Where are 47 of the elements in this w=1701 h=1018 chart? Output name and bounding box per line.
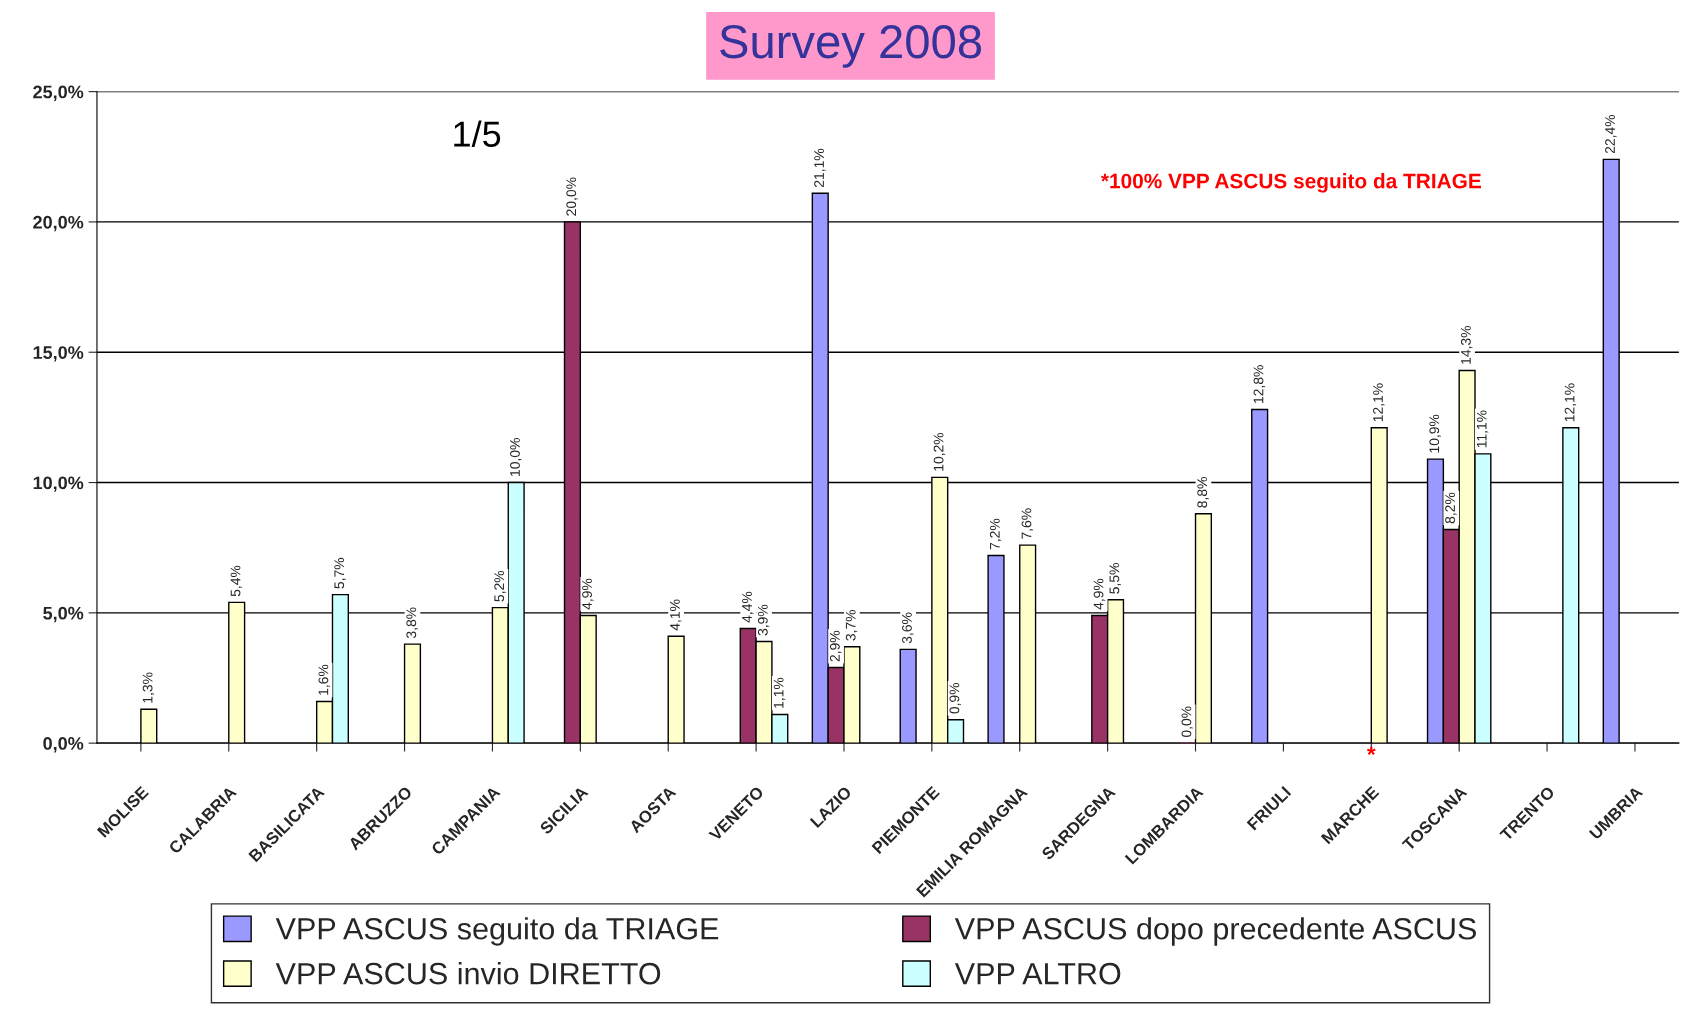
data-label: 7,6% (1021, 508, 1034, 539)
data-label: 1,6% (318, 664, 330, 695)
annotation: 1/5 (454, 120, 501, 147)
y-tick-label: 20,0% (33, 215, 84, 232)
data-label: 1,1% (773, 677, 786, 708)
data-label: 20,0% (566, 177, 578, 216)
y-tick-label: 5,0% (43, 606, 84, 623)
data-label: 14,3% (1460, 326, 1473, 364)
data-label: 5,5% (1109, 563, 1121, 594)
data-label: 22,4% (1605, 114, 1617, 154)
y-tick-label: 15,0% (33, 346, 84, 362)
data-label: 10,2% (933, 432, 946, 471)
data-label: 5,2% (494, 570, 506, 602)
data-label: 12,8% (1253, 365, 1266, 403)
data-label: 4,9% (582, 578, 594, 610)
y-tick-label: 25,0% (33, 85, 84, 101)
data-label: 3,8% (406, 607, 418, 639)
data-label: 0,0% (1181, 706, 1193, 738)
data-label: 12,1% (1564, 383, 1577, 422)
data-label: 3,7% (845, 610, 858, 641)
annotation: *100% VPP ASCUS seguito da TRIAGE (1100, 173, 1481, 193)
data-label: 1,3% (142, 672, 155, 703)
data-label: 7,2% (989, 518, 1002, 550)
data-label: 0,9% (949, 682, 961, 714)
y-tick-label: 0,0% (43, 737, 84, 753)
annotation: * (1367, 746, 1376, 755)
legend-label: VPP ASCUS invio DIRETTO (275, 962, 661, 985)
chart-title: Survey 2008 (720, 25, 982, 68)
legend-label: VPP ASCUS dopo precedente ASCUS (954, 917, 1476, 946)
legend-label: VPP ASCUS seguito da TRIAGE (275, 917, 719, 946)
data-label: 5,7% (334, 557, 346, 589)
data-label: 4,4% (742, 591, 754, 623)
data-label: 3,9% (757, 604, 770, 636)
data-label: 21,1% (814, 148, 826, 187)
data-label: 10,9% (1429, 414, 1441, 453)
data-label: 5,4% (230, 565, 243, 597)
data-label: 4,1% (670, 599, 682, 631)
legend-label: VPP ALTRO (954, 962, 1121, 985)
data-label: 10,0% (510, 438, 522, 476)
data-label: 4,9% (1093, 578, 1106, 610)
data-label: 3,6% (902, 612, 914, 644)
y-tick-label: 10,0% (33, 476, 84, 492)
data-label: 11,1% (1476, 410, 1489, 448)
data-label: 8,2% (1445, 492, 1457, 524)
data-label: 12,1% (1373, 383, 1385, 422)
data-label: 8,8% (1197, 477, 1209, 508)
data-label: 2,9% (829, 630, 842, 662)
